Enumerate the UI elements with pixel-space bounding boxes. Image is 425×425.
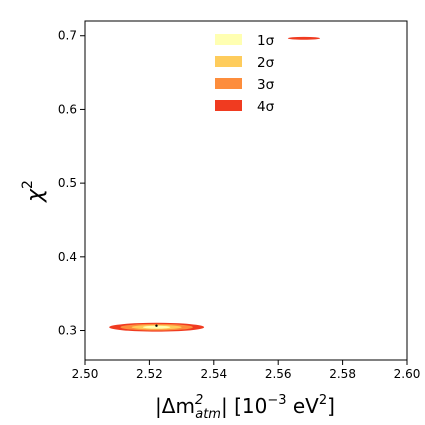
plot-frame (84, 20, 408, 361)
y-axis-ticks: 0.3 0.4 0.5 0.6 0.7 (58, 29, 85, 338)
legend-swatch-4sigma (215, 100, 242, 111)
y-tick-label: 0.4 (58, 250, 77, 264)
legend: 1σ 2σ 3σ 4σ (215, 33, 275, 115)
x-tick-label: 2.54 (200, 367, 227, 381)
y-axis-label: χ2 (20, 180, 48, 203)
x-axis-label: |Δm2 atm| [10−3 eV2] (155, 393, 335, 422)
x-tick-label: 2.56 (265, 367, 292, 381)
y-tick-label: 0.6 (58, 102, 77, 116)
x-tick-label: 2.50 (72, 367, 99, 381)
legend-label-1sigma: 1σ (257, 33, 275, 49)
legend-label-4sigma: 4σ (257, 99, 275, 115)
legend-label-3sigma: 3σ (257, 77, 275, 93)
x-tick-label: 2.60 (394, 367, 421, 381)
legend-swatch-2sigma (215, 56, 242, 67)
legend-label-2sigma: 2σ (257, 55, 275, 71)
best-fit-point (155, 324, 158, 327)
confidence-regions (109, 36, 321, 332)
y-tick-label: 0.7 (58, 29, 77, 43)
x-tick-label: 2.52 (136, 367, 163, 381)
legend-swatch-3sigma (215, 78, 242, 89)
y-tick-label: 0.3 (58, 324, 77, 338)
region-1-1sigma (142, 325, 171, 329)
region-2-4sigma (287, 36, 321, 40)
legend-swatch-1sigma (215, 34, 242, 45)
x-axis-ticks: 2.50 2.52 2.54 2.56 2.58 2.60 (72, 360, 421, 381)
y-tick-label: 0.5 (58, 176, 77, 190)
x-tick-label: 2.58 (329, 367, 356, 381)
